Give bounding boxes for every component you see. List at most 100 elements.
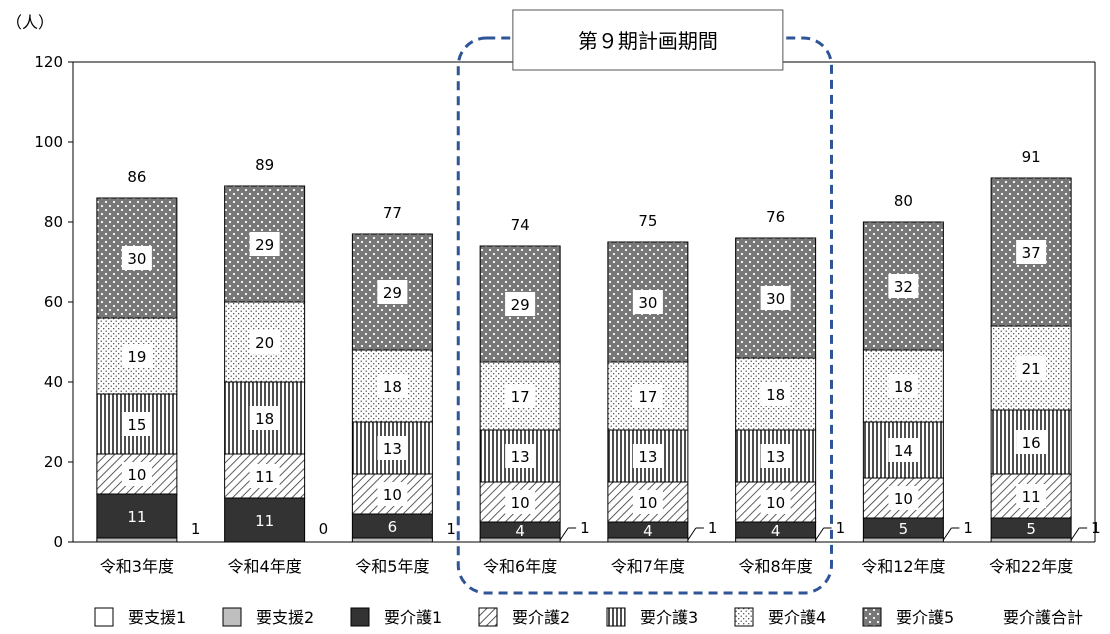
bar-segment	[224, 497, 306, 543]
segment-value-label: 13	[638, 448, 657, 466]
segment-label-bg	[760, 286, 791, 310]
segment-value-label: 29	[383, 284, 402, 302]
segment-label-bg	[505, 384, 536, 408]
legend-label: 要介護5	[896, 608, 954, 627]
segment-label-bg	[1016, 430, 1047, 454]
legend-swatch	[222, 607, 242, 627]
total-value-label: 80	[894, 192, 913, 210]
bar-segment	[862, 537, 944, 543]
bar-segment	[96, 493, 178, 539]
support2-value-label: 1	[708, 519, 718, 537]
total-value-label: 76	[766, 208, 785, 226]
segment-value-label: 4	[771, 522, 781, 540]
x-tick-label: 令和12年度	[861, 557, 945, 576]
segment-label-bg	[760, 490, 791, 514]
segment-label-bg	[249, 330, 280, 354]
total-value-label: 91	[1022, 148, 1041, 166]
segment-label-bg	[888, 438, 919, 462]
y-tick-label: 60	[44, 293, 63, 311]
segment-label-bg	[249, 464, 280, 488]
segment-label-bg	[632, 444, 663, 468]
segment-label-bg	[377, 482, 408, 506]
total-value-label: 75	[638, 212, 657, 230]
segment-value-label: 17	[511, 388, 530, 406]
segment-value-label: 17	[638, 388, 657, 406]
segment-value-label: 18	[894, 378, 913, 396]
leader-line	[1070, 527, 1080, 541]
segment-value-label: 18	[766, 386, 785, 404]
segment-value-label: 13	[766, 448, 785, 466]
bar-segment	[351, 537, 433, 543]
segment-value-label: 20	[255, 334, 274, 352]
segment-label-bg	[760, 382, 791, 406]
support2-value-label: 1	[191, 520, 201, 538]
segment-value-label: 16	[1022, 434, 1041, 452]
segment-value-label: 10	[766, 494, 785, 512]
y-tick-label: 100	[34, 133, 63, 151]
segment-label-bg	[888, 486, 919, 510]
segment-value-label: 18	[383, 378, 402, 396]
segment-value-label: 30	[638, 294, 657, 312]
segment-value-label: 11	[255, 468, 274, 486]
segment-value-label: 10	[511, 494, 530, 512]
segment-value-label: 18	[255, 410, 274, 428]
segment-value-label: 21	[1022, 360, 1041, 378]
legend-swatch	[606, 607, 626, 627]
segment-label-bg	[760, 444, 791, 468]
segment-value-label: 4	[515, 522, 525, 540]
total-value-label: 86	[127, 168, 146, 186]
segment-value-label: 13	[383, 440, 402, 458]
segment-label-bg	[377, 280, 408, 304]
segment-value-label: 37	[1022, 244, 1041, 262]
segment-label-bg	[249, 406, 280, 430]
segment-label-bg	[377, 436, 408, 460]
segment-value-label: 10	[127, 466, 146, 484]
y-tick-label: 0	[53, 533, 63, 551]
y-tick-label: 120	[34, 53, 63, 71]
segment-label-bg	[121, 412, 152, 436]
segment-label-bg	[505, 444, 536, 468]
segment-value-label: 11	[1022, 488, 1041, 506]
legend-swatch	[862, 607, 882, 627]
x-tick-label: 令和5年度	[355, 557, 429, 576]
segment-label-bg	[505, 292, 536, 316]
x-axis: 令和3年度 令和4年度 令和5年度 令和6年度 令和7年度 令和8年度 令和12年度 令和22…	[73, 541, 1095, 576]
segment-value-label: 32	[894, 278, 913, 296]
support2-value-label: 0	[319, 520, 329, 538]
leader-line	[687, 527, 697, 541]
y-tick-label: 40	[44, 373, 63, 391]
segment-value-label: 19	[127, 348, 146, 366]
segment-value-label: 13	[511, 448, 530, 466]
segment-label-bg	[632, 384, 663, 408]
segment-value-label: 30	[766, 290, 785, 308]
support2-value-label: 1	[446, 520, 456, 538]
x-tick-label: 令和22年度	[989, 557, 1073, 576]
legend-swatch	[350, 607, 370, 627]
legend-total-label: 要介護合計	[1003, 608, 1083, 627]
leader-line	[559, 527, 569, 541]
segment-value-label: 10	[894, 490, 913, 508]
segment-label-bg	[632, 490, 663, 514]
x-tick-label: 令和3年度	[100, 557, 174, 576]
y-tick-label: 20	[44, 453, 63, 471]
segment-value-label: 30	[127, 250, 146, 268]
segment-value-label: 29	[255, 236, 274, 254]
legend-label: 要介護3	[640, 608, 698, 627]
segment-value-label: 6	[388, 518, 398, 536]
total-value-label: 74	[511, 216, 530, 234]
segment-label-bg	[888, 274, 919, 298]
segment-value-label: 11	[127, 508, 146, 526]
bar-segment	[96, 537, 178, 543]
plan-period-title-box	[512, 9, 784, 71]
segment-label-bg	[505, 490, 536, 514]
legend-swatch	[734, 607, 754, 627]
segment-label-bg	[1016, 484, 1047, 508]
segment-value-label: 15	[127, 416, 146, 434]
segment-value-label: 5	[1026, 520, 1036, 538]
leader-line	[815, 527, 825, 541]
support2-value-label: 1	[1091, 519, 1101, 537]
bar-segment	[990, 409, 1072, 475]
x-tick-label: 令和4年度	[228, 557, 302, 576]
plan-period-highlight: 第９期計画期間	[456, 9, 833, 595]
